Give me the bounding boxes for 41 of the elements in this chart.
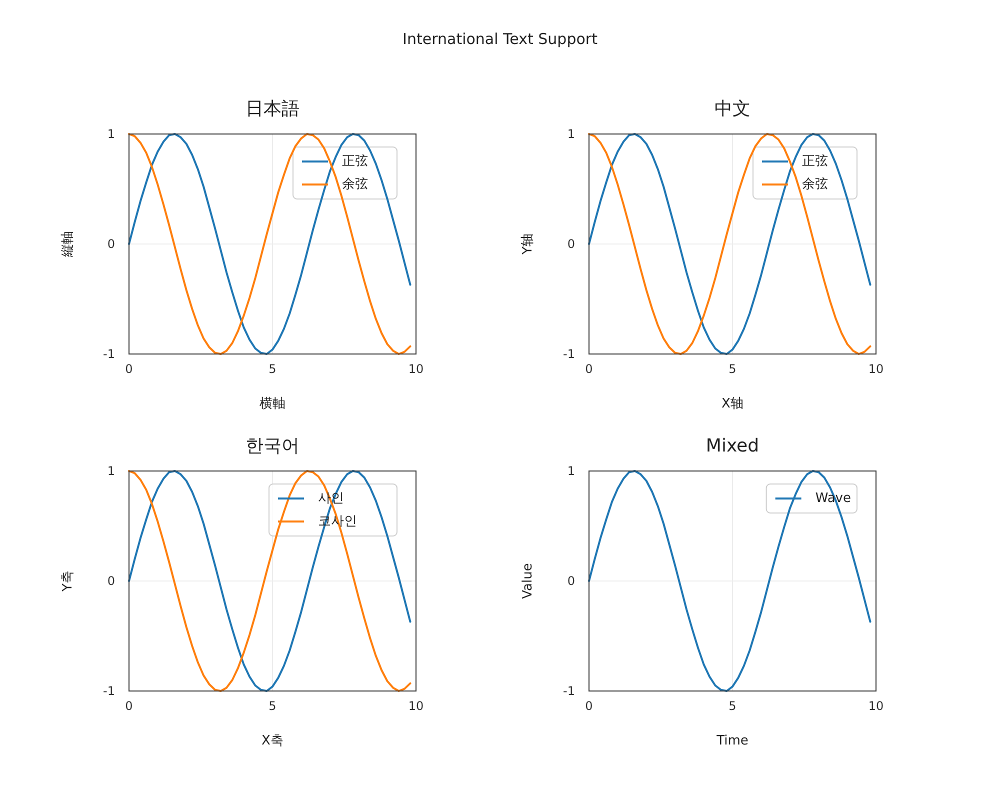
y-tick-label: 1 (567, 127, 575, 141)
panel-title: 中文 (714, 98, 750, 120)
x-tick-label: 0 (585, 362, 593, 376)
y-tick-label: -1 (103, 684, 115, 698)
y-tick-label: 1 (107, 464, 115, 478)
x-tick-label: 5 (268, 699, 276, 713)
legend-label: 正弦 (342, 154, 368, 169)
x-tick-label: 0 (585, 699, 593, 713)
legend-label: 余弦 (802, 177, 828, 192)
panel-title: 日本語 (246, 98, 300, 120)
x-tick-label: 5 (268, 362, 276, 376)
y-tick-label: -1 (563, 347, 575, 361)
y-tick-label: 0 (567, 574, 575, 588)
y-tick-label: -1 (563, 684, 575, 698)
panel-title: 한국어 (246, 436, 300, 456)
x-axis-title: X轴 (722, 396, 744, 412)
x-tick-label: 0 (125, 699, 133, 713)
x-axis-title: X축 (262, 734, 284, 748)
y-tick-label: 1 (107, 127, 115, 141)
x-tick-label: 5 (728, 699, 736, 713)
x-tick-label: 10 (868, 362, 884, 376)
y-tick-label: -1 (103, 347, 115, 361)
x-tick-label: 5 (728, 362, 736, 376)
x-axis-title: Time (716, 734, 748, 748)
x-tick-label: 10 (408, 699, 424, 713)
y-axis-title: Y축 (60, 570, 76, 592)
y-tick-label: 0 (567, 237, 575, 251)
figure-title: International Text Support (402, 30, 598, 48)
legend-label: 余弦 (342, 177, 368, 192)
x-tick-label: 10 (868, 699, 884, 713)
y-axis-title: 縦軸 (60, 231, 76, 257)
x-tick-label: 0 (125, 362, 133, 376)
y-tick-label: 0 (107, 237, 115, 251)
legend-label: 正弦 (802, 154, 828, 169)
x-tick-label: 10 (408, 362, 424, 376)
x-axis-title: 横軸 (260, 396, 286, 412)
panel-title: Mixed (706, 436, 760, 456)
y-axis-title: Value (520, 563, 536, 599)
y-tick-label: 1 (567, 464, 575, 478)
y-tick-label: 0 (107, 574, 115, 588)
y-axis-title: Y轴 (520, 234, 536, 254)
